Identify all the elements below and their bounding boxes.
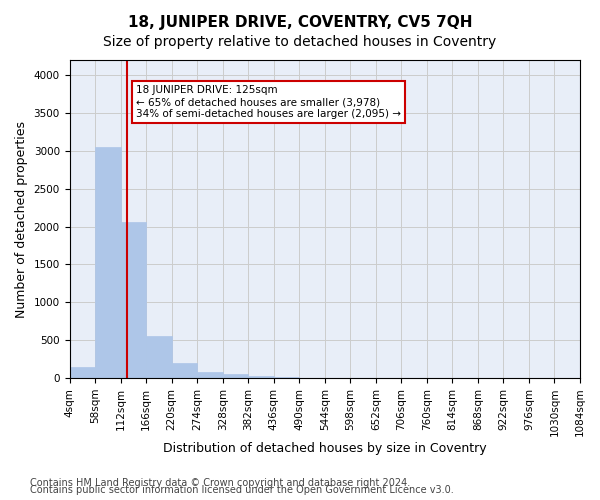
Text: 18, JUNIPER DRIVE, COVENTRY, CV5 7QH: 18, JUNIPER DRIVE, COVENTRY, CV5 7QH (128, 15, 472, 30)
Text: Size of property relative to detached houses in Coventry: Size of property relative to detached ho… (103, 35, 497, 49)
Bar (121, 222, 146, 378)
Bar (248, 376, 274, 378)
Bar (70, 368, 95, 378)
Bar (223, 374, 248, 378)
Text: Contains public sector information licensed under the Open Government Licence v3: Contains public sector information licen… (30, 485, 454, 495)
X-axis label: Distribution of detached houses by size in Coventry: Distribution of detached houses by size … (163, 442, 487, 455)
Text: Contains HM Land Registry data © Crown copyright and database right 2024.: Contains HM Land Registry data © Crown c… (30, 478, 410, 488)
Bar (146, 336, 172, 378)
Bar (172, 363, 197, 378)
Y-axis label: Number of detached properties: Number of detached properties (15, 120, 28, 318)
Bar (95, 147, 121, 378)
Bar (197, 372, 223, 378)
Text: 18 JUNIPER DRIVE: 125sqm
← 65% of detached houses are smaller (3,978)
34% of sem: 18 JUNIPER DRIVE: 125sqm ← 65% of detach… (136, 86, 401, 118)
